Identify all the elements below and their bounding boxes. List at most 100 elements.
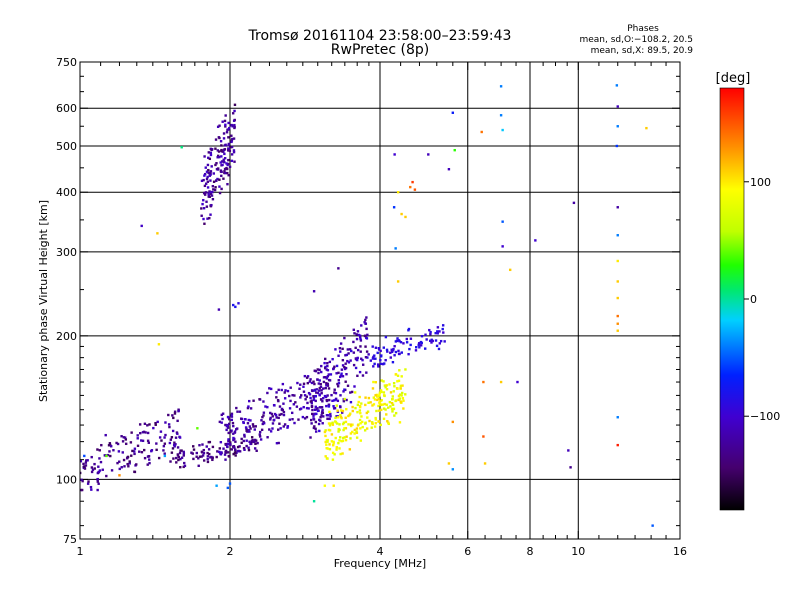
data-point	[90, 470, 94, 474]
data-point	[305, 415, 309, 419]
data-point	[230, 429, 233, 432]
data-point	[343, 388, 346, 391]
data-point	[359, 411, 362, 415]
data-point	[436, 326, 440, 329]
data-point	[499, 85, 503, 88]
x-tick-label: 10	[571, 545, 585, 558]
data-point	[203, 193, 207, 196]
data-point	[168, 425, 171, 429]
data-point	[358, 418, 362, 422]
data-point	[217, 136, 221, 139]
data-point	[382, 346, 385, 349]
data-point	[364, 322, 368, 325]
data-point	[311, 408, 314, 412]
data-point	[333, 453, 336, 456]
data-point	[220, 149, 223, 152]
data-point	[96, 480, 99, 483]
data-point	[220, 160, 224, 163]
data-point	[309, 378, 312, 381]
data-point	[205, 177, 209, 181]
data-point	[354, 346, 357, 350]
data-point	[283, 423, 287, 426]
data-point	[272, 418, 276, 422]
data-point	[365, 427, 369, 430]
data-point	[333, 388, 336, 391]
data-point	[327, 373, 330, 376]
colorbar-ticks: 100 0 −100	[744, 176, 780, 423]
data-point	[93, 467, 96, 470]
data-point	[154, 421, 157, 425]
data-point	[306, 401, 309, 405]
x-tick-labels: 1 2 4 6 8 10 16	[77, 545, 688, 558]
data-point	[616, 206, 619, 209]
data-point	[309, 396, 312, 400]
data-point	[109, 454, 112, 458]
data-point	[424, 333, 427, 336]
data-point	[338, 423, 341, 426]
data-point	[80, 478, 83, 482]
data-point	[210, 148, 213, 152]
data-point	[269, 416, 272, 420]
data-point	[160, 439, 163, 442]
data-point	[318, 379, 321, 382]
data-point	[380, 390, 383, 394]
data-point	[404, 215, 407, 219]
data-point	[243, 435, 246, 438]
data-point	[360, 402, 363, 405]
data-point	[224, 451, 228, 454]
data-point	[136, 437, 139, 440]
data-point	[326, 369, 330, 372]
data-point	[243, 418, 247, 421]
data-point	[232, 432, 235, 435]
data-point	[348, 448, 352, 451]
data-point	[379, 349, 382, 353]
data-point	[385, 387, 389, 391]
data-point	[216, 154, 220, 158]
data-point	[255, 449, 258, 452]
data-point	[206, 455, 210, 458]
data-point	[318, 429, 321, 433]
data-point	[233, 446, 236, 449]
data-point	[227, 438, 230, 441]
data-point	[299, 396, 302, 399]
data-point	[256, 441, 259, 445]
data-point	[373, 362, 376, 366]
data-point	[366, 416, 369, 419]
data-point	[228, 417, 231, 421]
data-point	[534, 239, 537, 242]
data-point	[275, 442, 279, 445]
data-point	[206, 217, 209, 220]
data-point	[260, 419, 263, 422]
data-point	[397, 394, 401, 398]
data-point	[146, 431, 150, 435]
data-point	[222, 158, 225, 161]
data-point	[308, 393, 312, 396]
data-point	[222, 132, 226, 135]
data-point	[364, 396, 367, 399]
data-point	[229, 443, 232, 446]
data-point	[333, 406, 337, 410]
data-point	[377, 404, 380, 408]
data-point	[269, 411, 272, 415]
data-point	[222, 447, 225, 450]
x-tick-label: 1	[77, 545, 84, 558]
data-point	[232, 445, 236, 448]
data-point	[230, 418, 234, 422]
data-point	[407, 329, 410, 332]
data-point	[205, 170, 209, 173]
data-point	[345, 408, 348, 411]
data-point	[616, 259, 619, 263]
data-point	[303, 374, 307, 378]
data-point	[171, 414, 174, 417]
data-point	[238, 410, 242, 413]
data-point	[359, 350, 362, 353]
data-point	[335, 448, 338, 451]
data-point	[299, 383, 302, 386]
data-point	[80, 488, 84, 492]
data-point	[310, 381, 314, 385]
data-point	[413, 188, 417, 191]
data-point	[120, 435, 123, 438]
data-point	[616, 125, 619, 128]
data-point	[293, 394, 296, 397]
data-point	[451, 420, 455, 424]
